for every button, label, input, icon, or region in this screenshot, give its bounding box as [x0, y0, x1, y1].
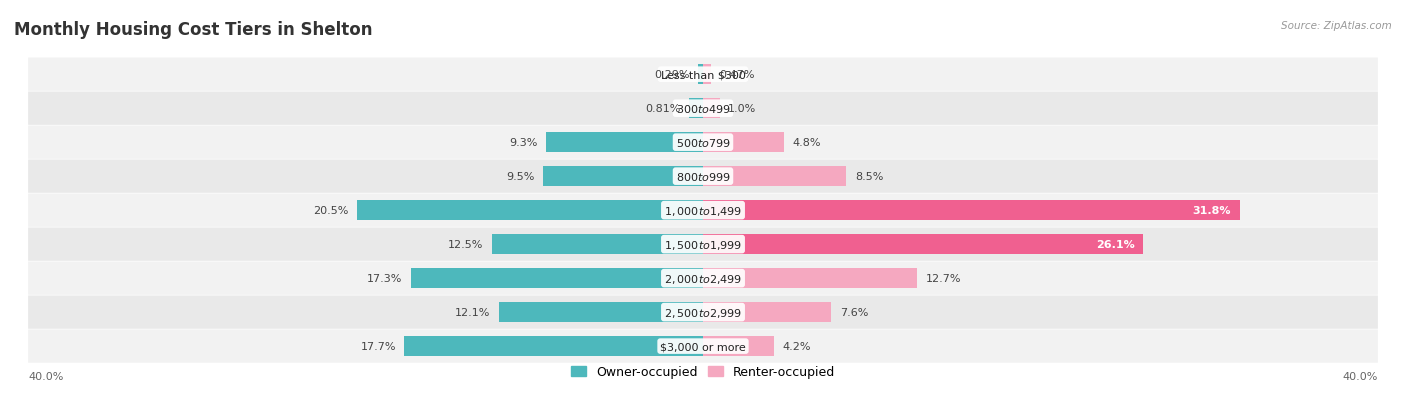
- FancyBboxPatch shape: [28, 126, 1378, 159]
- Bar: [546, 133, 703, 153]
- Bar: [499, 302, 703, 323]
- Text: $3,000 or more: $3,000 or more: [661, 341, 745, 351]
- FancyBboxPatch shape: [28, 160, 1378, 193]
- Bar: [703, 336, 773, 356]
- Bar: [703, 133, 785, 153]
- Bar: [703, 200, 1240, 221]
- Text: 0.29%: 0.29%: [654, 70, 690, 80]
- Text: 12.7%: 12.7%: [925, 273, 962, 283]
- Text: 4.8%: 4.8%: [793, 138, 821, 148]
- Text: $500 to $799: $500 to $799: [675, 137, 731, 149]
- Text: Less than $300: Less than $300: [661, 70, 745, 80]
- FancyBboxPatch shape: [28, 58, 1378, 92]
- Text: 12.1%: 12.1%: [456, 307, 491, 317]
- Text: 0.81%: 0.81%: [645, 104, 681, 114]
- Bar: [405, 336, 703, 356]
- Text: 8.5%: 8.5%: [855, 172, 883, 182]
- Bar: [357, 200, 703, 221]
- Text: Source: ZipAtlas.com: Source: ZipAtlas.com: [1281, 21, 1392, 31]
- Text: 1.0%: 1.0%: [728, 104, 756, 114]
- Text: 17.7%: 17.7%: [360, 341, 396, 351]
- Text: 26.1%: 26.1%: [1097, 240, 1135, 249]
- Text: Monthly Housing Cost Tiers in Shelton: Monthly Housing Cost Tiers in Shelton: [14, 21, 373, 38]
- FancyBboxPatch shape: [28, 92, 1378, 126]
- FancyBboxPatch shape: [28, 330, 1378, 363]
- Text: 31.8%: 31.8%: [1192, 206, 1232, 216]
- FancyBboxPatch shape: [28, 296, 1378, 329]
- Text: 12.5%: 12.5%: [449, 240, 484, 249]
- Text: $2,000 to $2,499: $2,000 to $2,499: [664, 272, 742, 285]
- Text: 0.47%: 0.47%: [720, 70, 755, 80]
- Text: 9.3%: 9.3%: [509, 138, 537, 148]
- Text: $2,500 to $2,999: $2,500 to $2,999: [664, 306, 742, 319]
- Text: $800 to $999: $800 to $999: [675, 171, 731, 183]
- Bar: [703, 268, 917, 289]
- Bar: [492, 234, 703, 255]
- Legend: Owner-occupied, Renter-occupied: Owner-occupied, Renter-occupied: [571, 366, 835, 378]
- FancyBboxPatch shape: [28, 262, 1378, 295]
- Bar: [703, 234, 1143, 255]
- Bar: [703, 65, 711, 85]
- Text: 7.6%: 7.6%: [839, 307, 868, 317]
- Bar: [411, 268, 703, 289]
- Text: 4.2%: 4.2%: [782, 341, 811, 351]
- Bar: [703, 99, 720, 119]
- Text: 17.3%: 17.3%: [367, 273, 402, 283]
- Text: $1,500 to $1,999: $1,500 to $1,999: [664, 238, 742, 251]
- Bar: [703, 166, 846, 187]
- Text: $1,000 to $1,499: $1,000 to $1,499: [664, 204, 742, 217]
- FancyBboxPatch shape: [28, 228, 1378, 261]
- Bar: [689, 99, 703, 119]
- Bar: [543, 166, 703, 187]
- FancyBboxPatch shape: [28, 194, 1378, 227]
- Bar: [703, 302, 831, 323]
- Text: 40.0%: 40.0%: [28, 371, 63, 381]
- Text: 40.0%: 40.0%: [1343, 371, 1378, 381]
- Text: $300 to $499: $300 to $499: [675, 103, 731, 115]
- Text: 20.5%: 20.5%: [314, 206, 349, 216]
- Bar: [699, 65, 703, 85]
- Text: 9.5%: 9.5%: [506, 172, 534, 182]
